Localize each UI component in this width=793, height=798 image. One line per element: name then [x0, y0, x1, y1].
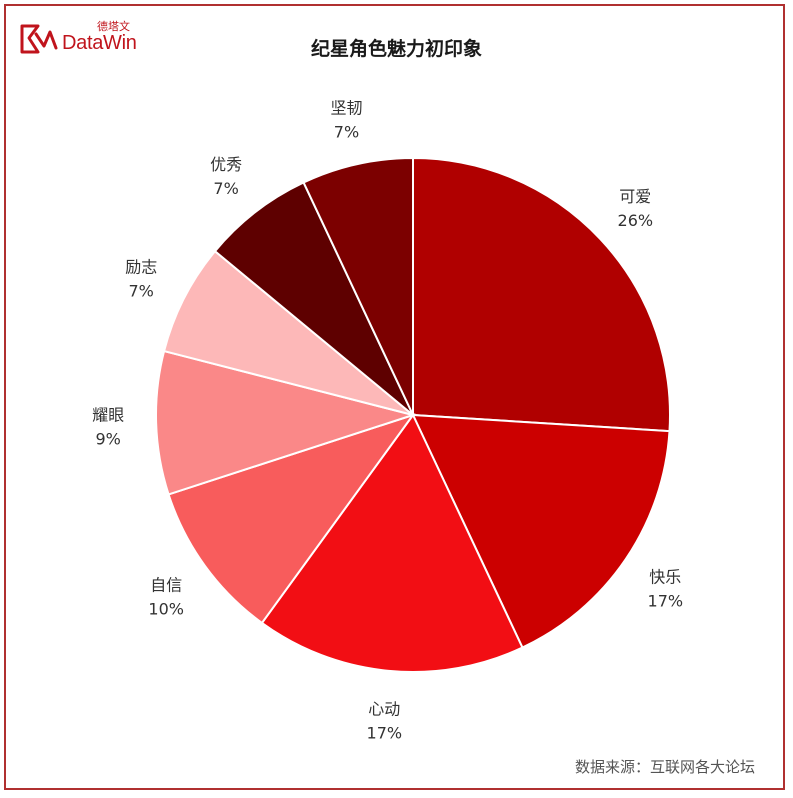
slice-label-7: 坚韧 — [330, 98, 362, 117]
slice-label-6: 优秀 — [210, 155, 242, 174]
datawin-logo: 德塔文 DataWin — [20, 18, 150, 60]
pie-slices — [155, 156, 671, 673]
pie-slice-2 — [260, 413, 524, 673]
pie-slice-1 — [411, 413, 671, 649]
slice-label-3: 自信 — [150, 575, 182, 594]
pie-slice-5 — [162, 249, 414, 416]
pie-labels: 可爱 26% 快乐 17% 心动 17% 自信 10% 耀眼 9% 励志 7% 优秀 7% 坚韧 7% — [92, 98, 683, 742]
pie-slice-6 — [213, 181, 414, 416]
data-source-note: 数据来源：互联网各大论坛 — [574, 758, 755, 776]
chart-title: 纪星角色魅力初印象 — [310, 38, 482, 60]
slice-value-4: 9% — [96, 430, 121, 449]
slice-value-5: 7% — [129, 282, 154, 301]
slice-value-6: 7% — [213, 179, 238, 198]
slice-value-2: 17% — [367, 724, 403, 743]
slice-value-1: 17% — [648, 591, 684, 610]
slice-value-0: 26% — [618, 211, 654, 230]
slice-label-1: 快乐 — [649, 567, 681, 586]
slice-label-5: 励志 — [125, 258, 157, 277]
chart-frame — [4, 4, 785, 790]
slice-label-2: 心动 — [368, 700, 400, 719]
slice-label-0: 可爱 — [619, 187, 651, 206]
slice-value-3: 10% — [148, 599, 184, 618]
datawin-logo-icon — [20, 24, 58, 54]
pie-slice-7 — [302, 156, 414, 416]
pie-slice-3 — [167, 413, 416, 625]
pie-slice-4 — [155, 349, 417, 496]
pie-slice-0 — [412, 156, 671, 433]
logo-english-text: DataWin — [62, 32, 137, 54]
logo-chinese-text: 德塔文 — [97, 20, 130, 33]
slice-value-7: 7% — [334, 122, 359, 141]
slice-label-4: 耀眼 — [92, 406, 124, 425]
